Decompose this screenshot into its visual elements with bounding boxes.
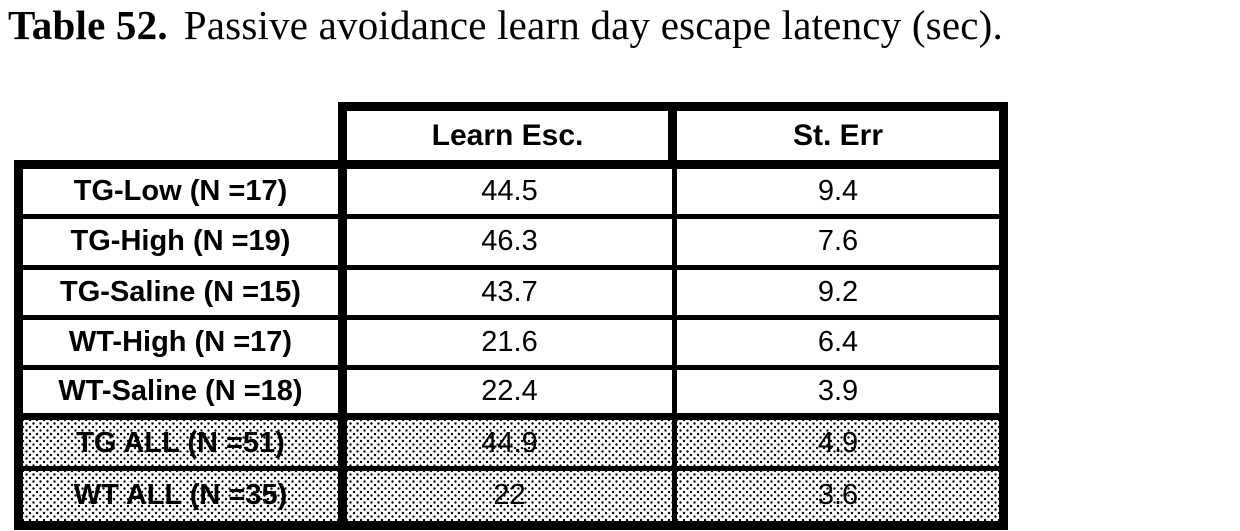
table-caption: Table 52. Passive avoidance learn day esc… xyxy=(8,0,1240,50)
st-err-value: 7.6 xyxy=(677,219,999,270)
st-err-value: 9.4 xyxy=(677,169,999,220)
row-label: WT-Saline (N =18) xyxy=(23,370,347,421)
row-label: TG ALL (N =51) xyxy=(23,420,347,471)
learn-esc-value: 21.6 xyxy=(347,319,677,371)
table-caption-number: Table 52. xyxy=(8,2,168,48)
table-caption-text: Passive avoidance learn day escape laten… xyxy=(183,2,1003,48)
learn-esc-value: 44.9 xyxy=(347,420,677,471)
row-label: TG-High (N =19) xyxy=(23,219,347,270)
row-label: WT-High (N =17) xyxy=(23,319,347,371)
st-err-value: 3.9 xyxy=(677,370,999,421)
column-header-st-err: St. Err xyxy=(792,118,884,152)
st-err-value: 6.4 xyxy=(677,319,999,371)
st-err-value: 3.6 xyxy=(677,470,999,521)
table-body: TG-Low (N =17) 44.5 9.4 TG-High (N =19) … xyxy=(14,160,1008,530)
st-err-value: 9.2 xyxy=(677,269,999,320)
st-err-value: 4.9 xyxy=(677,420,999,471)
table-header-row: Learn Esc. St. Err xyxy=(338,102,1008,160)
row-label: TG-Low (N =17) xyxy=(23,169,347,220)
column-header-learn-esc: Learn Esc. xyxy=(347,111,677,160)
learn-esc-value: 22 xyxy=(347,470,677,521)
learn-esc-value: 22.4 xyxy=(347,370,677,421)
row-label: TG-Saline (N =15) xyxy=(23,269,347,320)
row-label: WT ALL (N =35) xyxy=(23,470,347,521)
learn-esc-value: 44.5 xyxy=(347,169,677,220)
learn-esc-value: 43.7 xyxy=(347,269,677,320)
learn-esc-value: 46.3 xyxy=(347,219,677,270)
